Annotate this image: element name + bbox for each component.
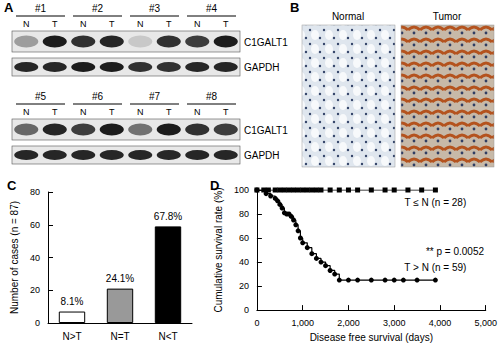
svg-text:#6: #6: [92, 91, 104, 102]
svg-text:T: T: [166, 19, 172, 29]
svg-text:40: 40: [239, 257, 249, 267]
svg-text:Cumulative survival rate (%): Cumulative survival rate (%): [213, 188, 224, 313]
svg-text:#5: #5: [35, 91, 47, 102]
svg-text:60: 60: [30, 220, 40, 230]
svg-text:T: T: [166, 107, 172, 117]
svg-text:0: 0: [254, 318, 259, 328]
svg-text:60: 60: [239, 233, 249, 243]
svg-text:T: T: [52, 107, 58, 117]
svg-text:T: T: [109, 107, 115, 117]
svg-text:C1GALT1: C1GALT1: [244, 37, 288, 48]
svg-text:24.1%: 24.1%: [106, 273, 134, 284]
svg-text:8.1%: 8.1%: [61, 296, 84, 307]
svg-text:GAPDH: GAPDH: [244, 150, 280, 161]
svg-text:** p = 0.0052: ** p = 0.0052: [426, 246, 485, 257]
svg-text:N<T: N<T: [158, 331, 177, 342]
svg-text:80: 80: [239, 209, 249, 219]
svg-text:Number of cases (n = 87): Number of cases (n = 87): [9, 201, 20, 314]
svg-text:N: N: [23, 19, 30, 29]
svg-text:5,000: 5,000: [474, 318, 497, 328]
svg-text:B: B: [290, 0, 299, 15]
svg-text:GAPDH: GAPDH: [244, 62, 280, 73]
svg-text:A: A: [4, 0, 14, 15]
svg-text:T: T: [52, 19, 58, 29]
svg-text:N: N: [194, 19, 201, 29]
svg-text:C1GALT1: C1GALT1: [244, 125, 288, 136]
svg-text:Normal: Normal: [332, 11, 364, 22]
svg-text:80: 80: [30, 187, 40, 197]
svg-text:3,000: 3,000: [383, 318, 406, 328]
svg-text:20: 20: [30, 285, 40, 295]
svg-text:#2: #2: [92, 3, 104, 14]
svg-text:0: 0: [244, 305, 249, 315]
svg-text:#8: #8: [206, 91, 218, 102]
svg-text:Tumor: Tumor: [433, 11, 462, 22]
svg-text:D: D: [210, 178, 219, 193]
svg-text:#1: #1: [35, 3, 47, 14]
svg-text:20: 20: [239, 281, 249, 291]
svg-text:T: T: [223, 19, 229, 29]
svg-text:T: T: [109, 19, 115, 29]
svg-text:Disease free survival (days): Disease free survival (days): [310, 332, 433, 343]
svg-text:4,000: 4,000: [429, 318, 452, 328]
svg-text:0: 0: [35, 318, 40, 328]
svg-text:40: 40: [30, 253, 40, 263]
svg-text:2,000: 2,000: [337, 318, 360, 328]
svg-text:N: N: [23, 107, 30, 117]
svg-text:N: N: [194, 107, 201, 117]
svg-text:100: 100: [234, 185, 249, 195]
svg-text:T > N (n = 59): T > N (n = 59): [404, 262, 466, 273]
svg-text:67.8%: 67.8%: [154, 211, 182, 222]
svg-text:#4: #4: [206, 3, 218, 14]
svg-text:#7: #7: [149, 91, 161, 102]
svg-text:T: T: [223, 107, 229, 117]
svg-text:T ≤ N (n = 28): T ≤ N (n = 28): [405, 197, 467, 208]
svg-text:1,000: 1,000: [291, 318, 314, 328]
svg-text:N>T: N>T: [62, 331, 81, 342]
svg-text:N: N: [80, 107, 87, 117]
svg-text:#3: #3: [149, 3, 161, 14]
svg-text:C: C: [7, 178, 17, 193]
svg-text:N: N: [137, 107, 144, 117]
svg-text:N=T: N=T: [110, 331, 129, 342]
svg-text:N: N: [80, 19, 87, 29]
svg-text:N: N: [137, 19, 144, 29]
